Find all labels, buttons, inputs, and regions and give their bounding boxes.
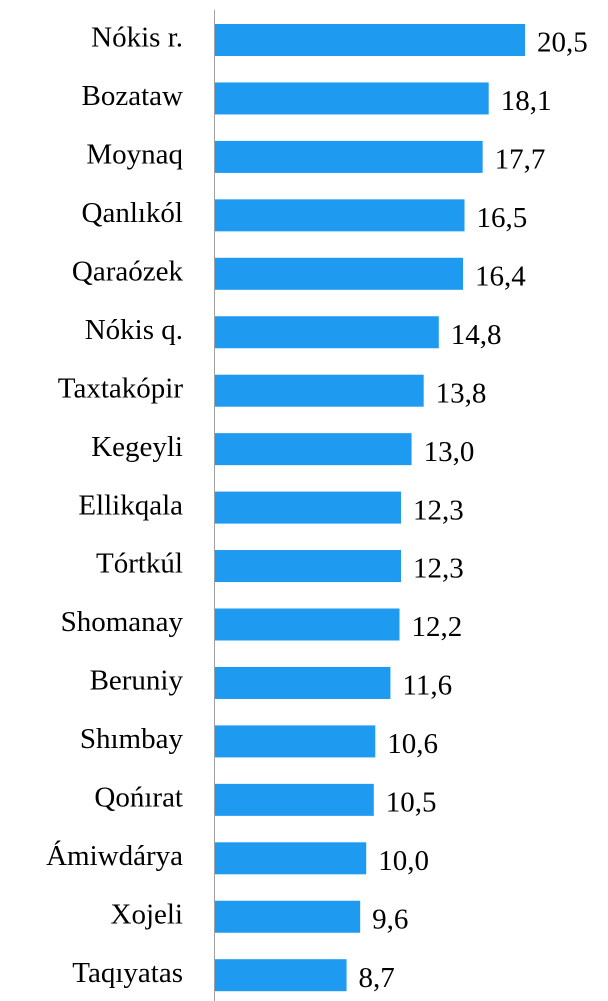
value-label: 10,0 [378,845,429,877]
value-label: 9,6 [372,903,408,935]
value-label: 12,2 [411,611,462,643]
value-label: 8,7 [359,962,395,994]
category-label: Qaraózek [72,255,184,287]
category-label: Nókis r. [91,22,183,54]
bar [215,257,463,290]
bar [215,82,489,115]
bar [215,900,361,933]
category-label: Tórtkúl [96,548,183,580]
bar [215,550,401,583]
category-label: Ellikqala [78,489,183,521]
category-label: Shomanay [61,606,184,638]
bar [215,842,367,875]
value-label: 18,1 [501,85,552,117]
value-label: 12,3 [413,494,464,526]
bar [215,316,439,349]
category-label: Kegeyli [91,431,183,463]
value-label: 17,7 [495,144,546,176]
bar [215,666,391,699]
value-label: 10,5 [386,787,437,819]
category-label: Taxtakópir [58,372,184,404]
bar [215,24,525,56]
bar [215,491,401,524]
bar [215,433,412,466]
bar [215,608,400,641]
category-label: Shımbay [80,723,184,755]
value-label: 14,8 [451,319,502,351]
bar [215,783,374,816]
category-label: Xojeli [111,898,184,930]
value-label: 20,5 [537,27,588,59]
value-label: 11,6 [402,670,452,702]
category-label: Qanlıkól [82,197,184,229]
category-label: Beruniy [90,665,184,697]
value-label: 10,6 [387,728,438,760]
category-label: Moynaq [86,139,183,171]
value-label: 13,8 [436,377,487,409]
category-label: Ámiwdárya [46,839,183,872]
bar [215,959,347,992]
bar [215,374,424,407]
value-label: 12,3 [413,553,464,585]
bar [215,199,465,232]
bar [215,725,376,758]
category-label: Qońırat [94,782,183,814]
category-label: Nókis q. [85,314,183,346]
value-label: 13,0 [424,436,475,468]
category-label: Taqıyatas [72,957,183,989]
value-label: 16,4 [475,260,526,292]
bar [215,140,483,173]
category-label: Bozataw [82,80,184,112]
value-label: 16,5 [477,202,528,234]
